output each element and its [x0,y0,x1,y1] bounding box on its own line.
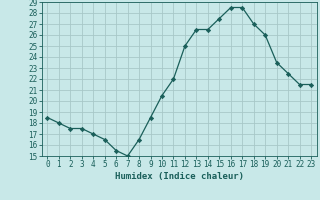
X-axis label: Humidex (Indice chaleur): Humidex (Indice chaleur) [115,172,244,181]
